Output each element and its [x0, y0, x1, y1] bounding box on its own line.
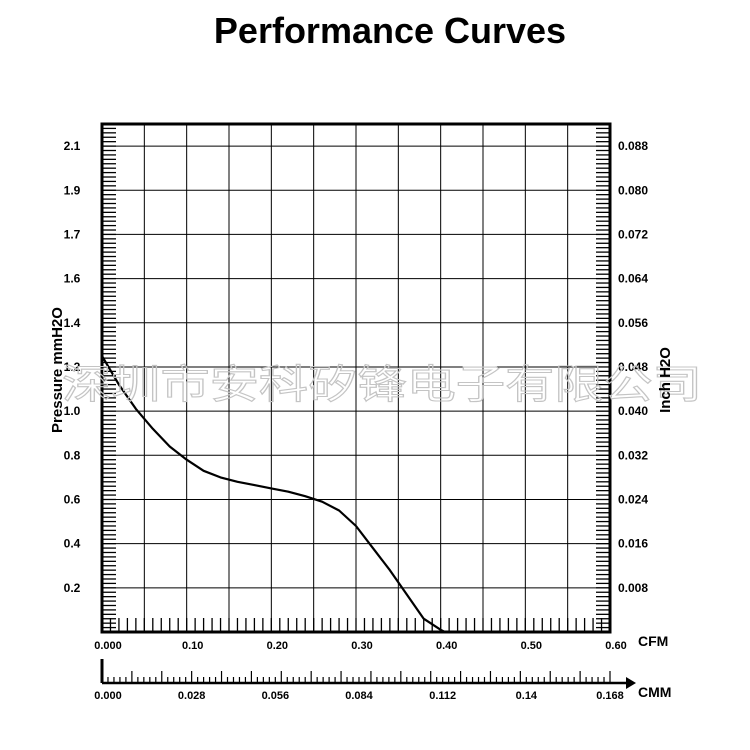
- cmm-tick-label: 0.168: [596, 690, 624, 702]
- plot-frame: [100, 122, 612, 634]
- left-axis-tick-label: 0.4: [64, 537, 81, 551]
- cfm-tick-label: 0.60: [605, 640, 626, 652]
- right-axis-tick-label: 0.048: [618, 360, 648, 374]
- right-axis-tick-label: 0.024: [618, 492, 648, 506]
- cmm-tick-label: 0.028: [178, 690, 206, 702]
- left-axis-tick-label: 0.8: [64, 448, 81, 462]
- cfm-tick-label: 0.10: [182, 640, 203, 652]
- right-axis-tick-label: 0.088: [618, 139, 648, 153]
- left-axis-tick-label: 1.4: [64, 316, 81, 330]
- right-axis-tick-label: 0.064: [618, 272, 648, 286]
- left-axis-tick-label: 0.6: [64, 492, 81, 506]
- left-axis-tick-label: 1.7: [64, 227, 81, 241]
- cmm-tick-label: 0.112: [429, 690, 456, 702]
- left-axis-tick-label: 1.6: [64, 272, 81, 286]
- right-axis-tick-label: 0.080: [618, 183, 648, 197]
- watermark-text: 深圳市安科矽锋电子有限公司: [62, 362, 702, 408]
- right-axis-tick-label: 0.032: [618, 448, 648, 462]
- right-axis-tick-label: 0.056: [618, 316, 648, 330]
- cmm-tick-label: 0.000: [94, 690, 122, 702]
- performance-curve-line: [101, 355, 446, 633]
- cfm-tick-label: 0.30: [351, 640, 372, 652]
- cfm-tick-label: 0.40: [436, 640, 457, 652]
- left-axis-tick-label: 1.0: [64, 404, 81, 418]
- left-axis-tick-label: 2.1: [64, 139, 81, 153]
- cfm-axis-label: CFM: [638, 633, 668, 649]
- cmm-tick-label: 0.056: [262, 690, 290, 702]
- right-axis-title: Inch H2O: [657, 347, 674, 413]
- cfm-tick-label: 0.20: [267, 640, 288, 652]
- left-axis-tick-label: 0.2: [64, 581, 81, 595]
- right-axis-tick-label: 0.008: [618, 581, 648, 595]
- cmm-tick-label: 0.084: [345, 690, 373, 702]
- right-axis-tick-label: 0.040: [618, 404, 648, 418]
- cfm-tick-label: 0.50: [521, 640, 542, 652]
- cfm-tick-label: 0.000: [94, 640, 122, 652]
- chart-title: Performance Curves: [213, 10, 567, 51]
- cmm-axis-label: CMM: [638, 684, 671, 700]
- right-axis-tick-label: 0.072: [618, 227, 648, 241]
- right-axis-tick-label: 0.016: [618, 537, 648, 551]
- left-axis-tick-label: 1.9: [64, 183, 81, 197]
- cmm-tick-label: 0.14: [516, 690, 538, 702]
- left-axis-title: Pressure mmH2O: [49, 307, 66, 433]
- cmm-axis-arrow: [626, 677, 636, 689]
- left-axis-tick-label: 1.2: [64, 360, 81, 374]
